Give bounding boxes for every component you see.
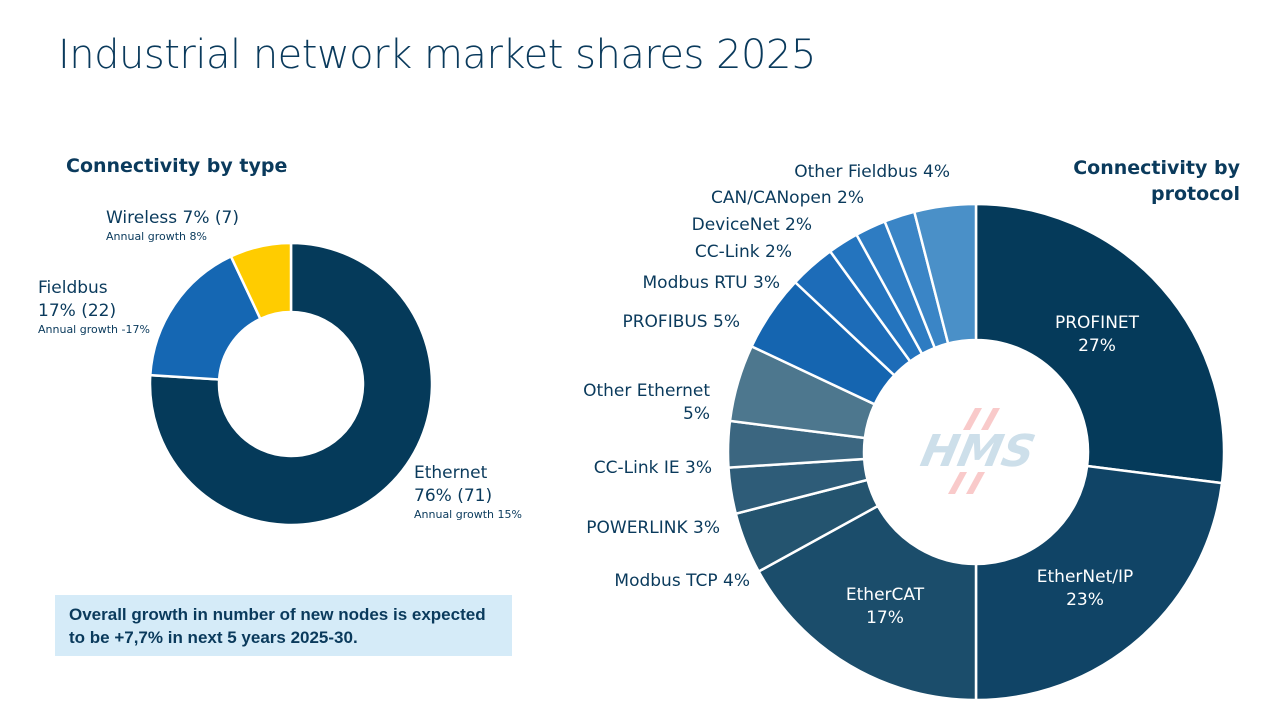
page-title: Industrial network market shares 2025: [58, 32, 816, 78]
label-value: 3%: [753, 273, 780, 293]
label-value: 2%: [837, 188, 864, 208]
label-value: 5%: [713, 312, 740, 332]
logo-stripe: [948, 472, 967, 494]
label-name: Wireless: [106, 208, 178, 228]
protocol-label-profinet: PROFINET 27%: [1032, 312, 1162, 358]
label-value: 4%: [723, 571, 750, 591]
logo-text: HMS: [916, 426, 1039, 476]
type-slice-ethernet: [148, 241, 434, 527]
label-value: 17%: [866, 608, 904, 628]
protocol-label-powerlink: POWERLINK 3%: [520, 517, 720, 540]
label-value: 27%: [1078, 336, 1116, 356]
label-value: 76% (71): [414, 486, 493, 506]
growth-note: Overall growth in number of new nodes is…: [55, 595, 512, 656]
protocol-label-can-canopen: CAN/CANopen 2%: [640, 187, 864, 210]
label-value: 3%: [685, 458, 712, 478]
protocol-label-ethernet-ip: EtherNet/IP 23%: [1020, 566, 1150, 612]
protocol-slice-profinet: [974, 202, 1226, 485]
protocol-label-other-ethernet: Other Ethernet 5%: [560, 380, 710, 426]
type-chart-title: Connectivity by type: [66, 155, 288, 177]
label-value: 5%: [683, 404, 710, 424]
protocol-label-other-fieldbus: Other Fieldbus 4%: [700, 161, 950, 184]
label-name: Modbus TCP: [614, 571, 718, 591]
label-value: 4%: [923, 162, 950, 182]
protocol-slice-other-fieldbus: [912, 202, 978, 346]
label-name: DeviceNet: [691, 215, 780, 235]
protocol-label-modbus-tcp: Modbus TCP 4%: [560, 570, 750, 593]
protocol-label-cc-link-ie: CC-Link IE 3%: [540, 457, 712, 480]
label-growth: Annual growth -17%: [38, 323, 150, 336]
label-fieldbus: Fieldbus 17% (22) Annual growth -17%: [38, 277, 150, 337]
label-name: Other Ethernet: [583, 381, 710, 401]
label-name: Ethernet: [414, 463, 488, 483]
label-name: PROFINET: [1054, 313, 1140, 333]
logo-stripe: [981, 408, 1000, 430]
type-slice-wireless: [229, 241, 293, 321]
label-name: POWERLINK: [586, 518, 688, 538]
label-name: CC-Link: [694, 242, 760, 262]
label-name: CC-Link IE: [593, 458, 680, 478]
protocol-slice-ethercat: [756, 504, 978, 702]
label-value: 2%: [765, 242, 792, 262]
label-growth: Annual growth 15%: [414, 508, 522, 521]
protocol-label-cc-link: CC-Link 2%: [600, 241, 792, 264]
protocol-slice-ethernet-ip: [974, 464, 1224, 702]
label-wireless: Wireless 7% (7) Annual growth 8%: [106, 207, 239, 244]
logo-stripe: [963, 408, 982, 430]
label-name: PROFIBUS: [622, 312, 708, 332]
protocol-chart-title: Connectivity by protocol: [1073, 157, 1240, 205]
label-value: 23%: [1066, 590, 1104, 610]
label-name: Modbus RTU: [642, 273, 748, 293]
label-name: EtherNet/IP: [1036, 567, 1134, 587]
protocol-label-modbus-rtu: Modbus RTU 3%: [580, 272, 780, 295]
label-ethernet: Ethernet 76% (71) Annual growth 15%: [414, 462, 522, 522]
label-value: 3%: [693, 518, 720, 538]
label-name: Fieldbus: [38, 278, 108, 298]
logo-stripe: [966, 472, 985, 494]
protocol-label-ethercat: EtherCAT 17%: [820, 584, 950, 630]
label-value: 2%: [785, 215, 812, 235]
label-value: 17% (22): [38, 301, 117, 321]
label-name: EtherCAT: [845, 585, 925, 605]
protocol-label-devicenet: DeviceNet 2%: [600, 214, 812, 237]
hms-logo: HMS: [916, 408, 1039, 494]
label-growth: Annual growth 8%: [106, 230, 207, 243]
protocol-label-profibus: PROFIBUS 5%: [560, 311, 740, 334]
type-slice-fieldbus: [148, 254, 263, 381]
label-name: CAN/CANopen: [711, 188, 832, 208]
label-name: Other Fieldbus: [794, 162, 918, 182]
label-value: 7% (7): [182, 208, 240, 228]
